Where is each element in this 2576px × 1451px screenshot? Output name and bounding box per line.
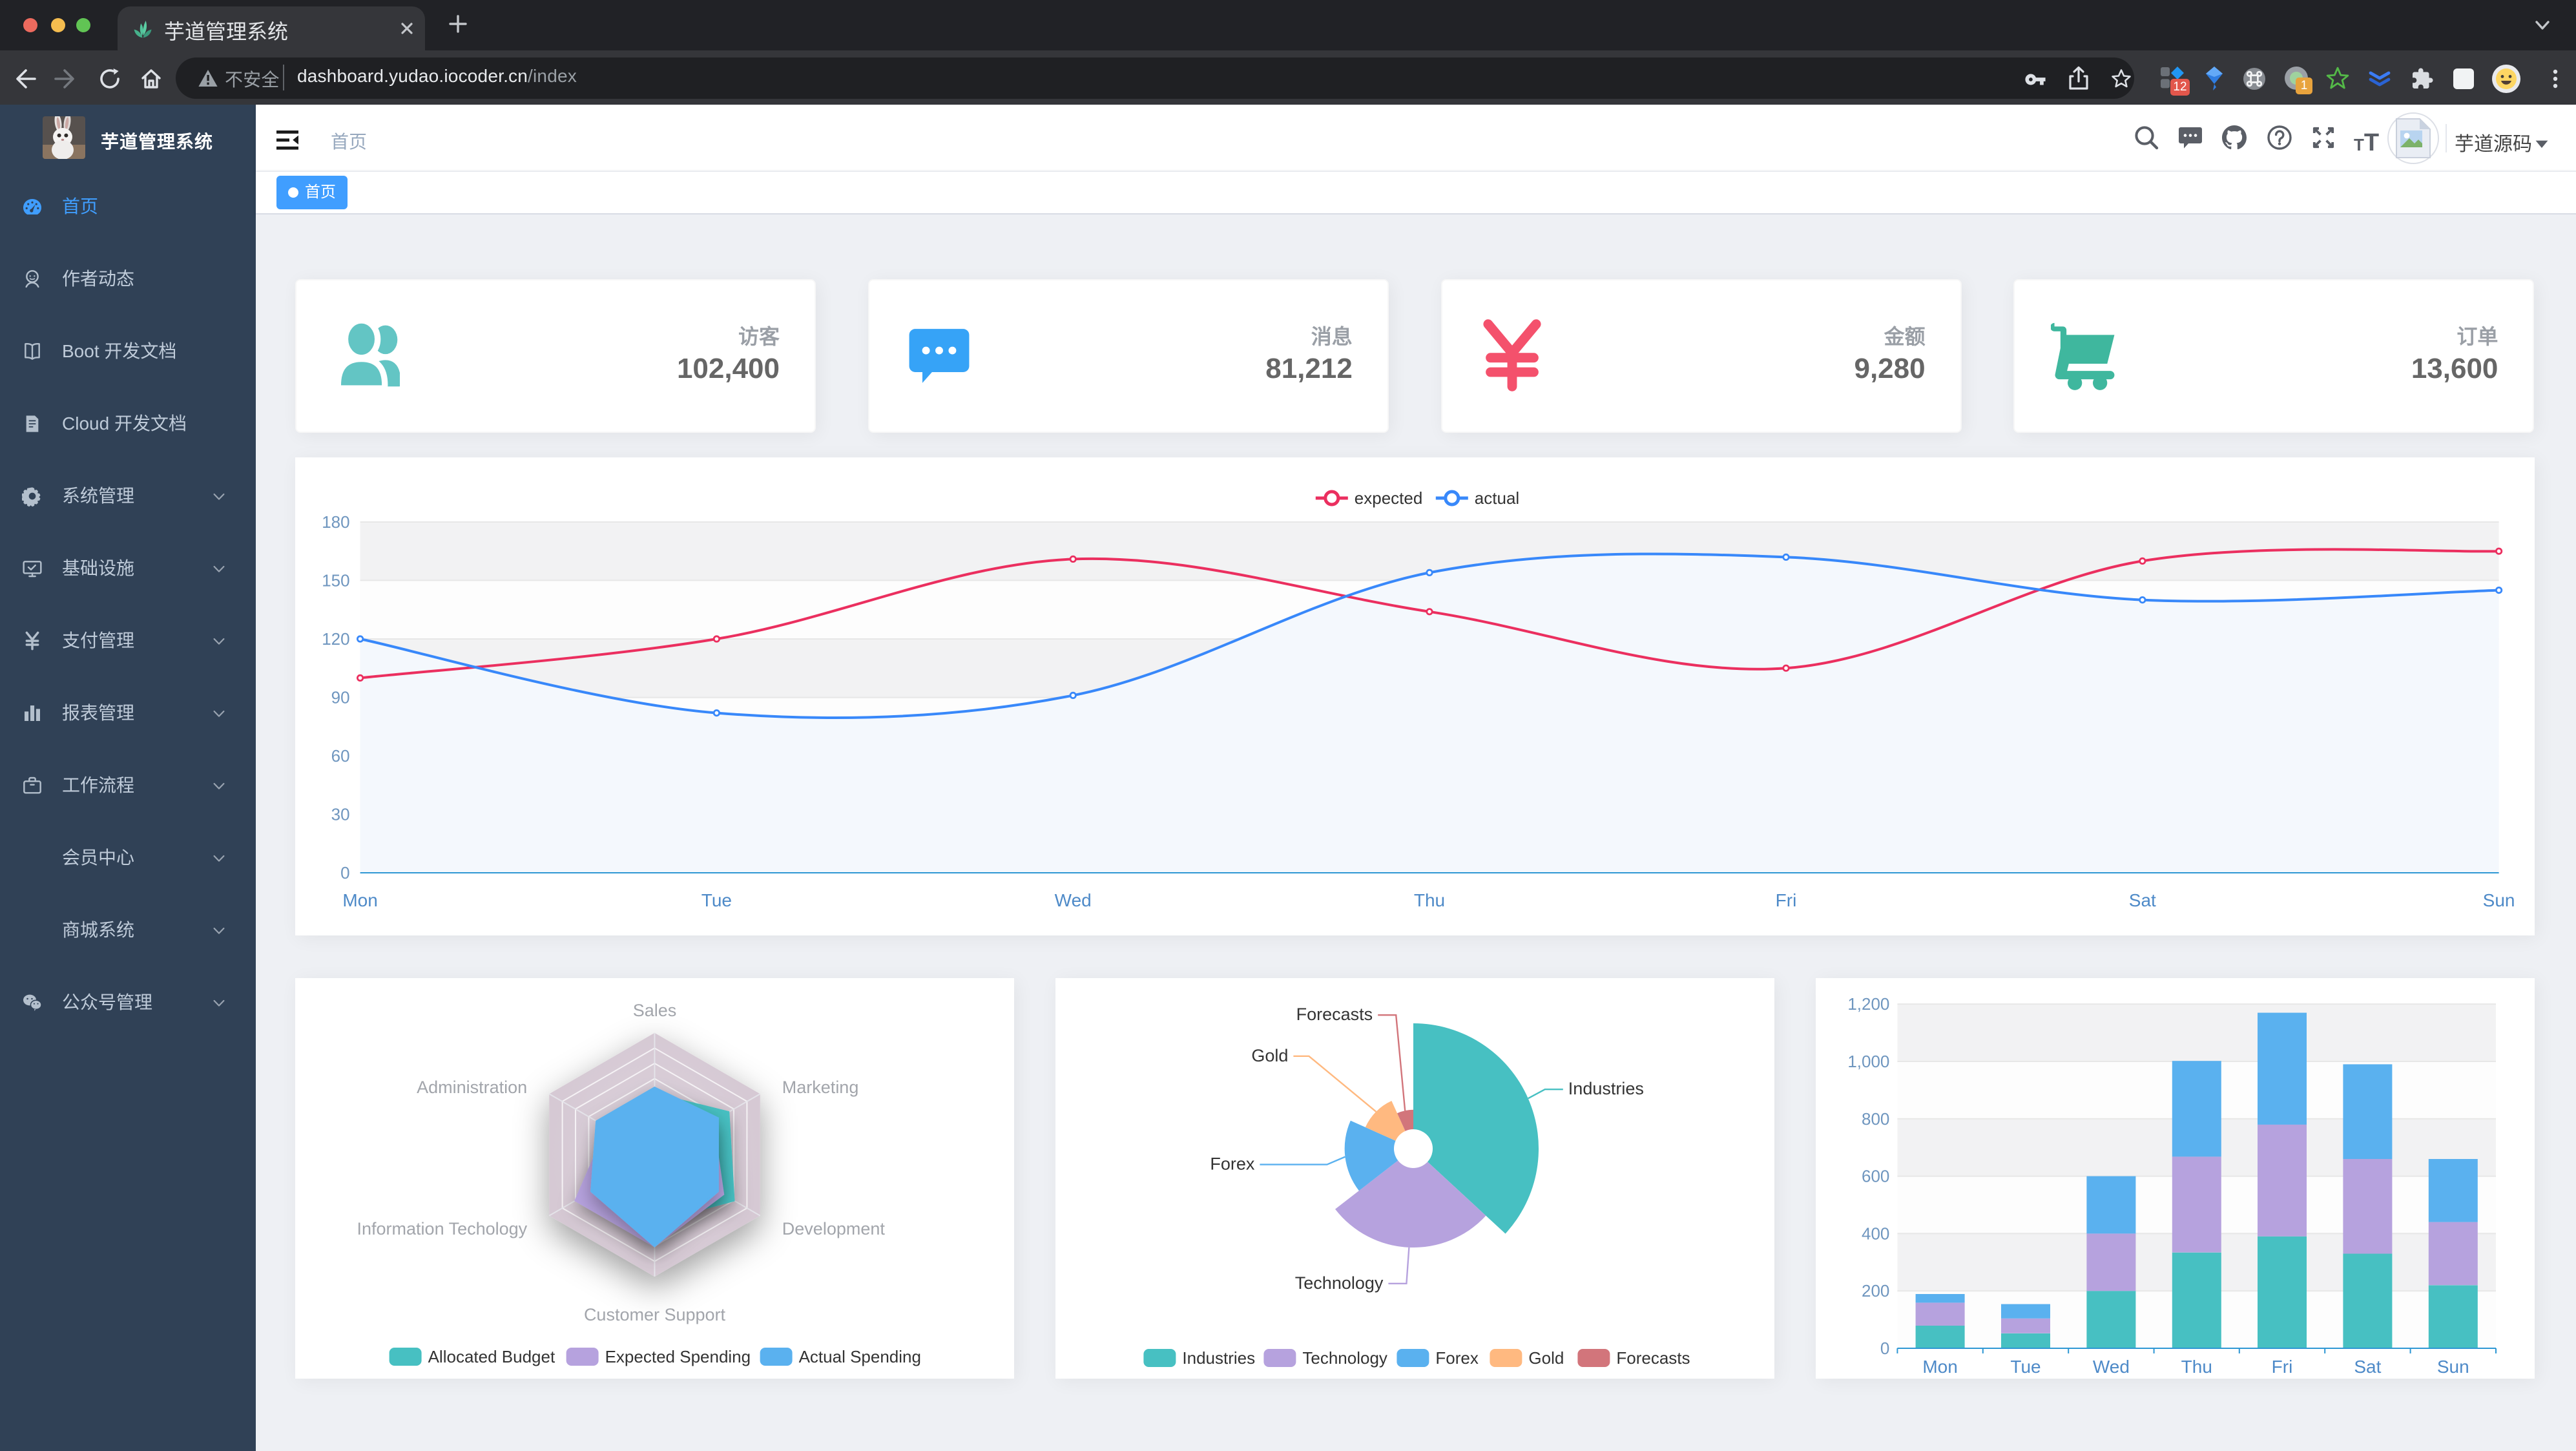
svg-text:Tue: Tue (701, 890, 732, 910)
svg-text:400: 400 (1862, 1224, 1889, 1243)
svg-text:30: 30 (331, 805, 350, 824)
svg-text:Customer Support: Customer Support (584, 1305, 726, 1324)
svg-text:120: 120 (322, 629, 349, 649)
svg-text:Sun: Sun (2437, 1357, 2469, 1377)
svg-text:Gold: Gold (1528, 1348, 1564, 1368)
svg-text:expected: expected (1355, 488, 1423, 508)
svg-text:Mon: Mon (342, 890, 377, 910)
svg-text:Wed: Wed (1055, 890, 1092, 910)
svg-text:Expected Spending: Expected Spending (605, 1347, 751, 1366)
svg-text:0: 0 (340, 863, 349, 882)
svg-text:actual: actual (1475, 488, 1519, 508)
svg-text:Gold: Gold (1251, 1046, 1288, 1065)
svg-text:1,200: 1,200 (1847, 994, 1889, 1014)
svg-text:Industries: Industries (1568, 1079, 1644, 1098)
svg-text:Forex: Forex (1210, 1154, 1255, 1174)
svg-text:Development: Development (782, 1219, 886, 1238)
svg-text:800: 800 (1862, 1109, 1889, 1129)
svg-text:1,000: 1,000 (1847, 1052, 1889, 1071)
svg-text:Tue: Tue (2010, 1357, 2041, 1377)
svg-text:200: 200 (1862, 1281, 1889, 1300)
svg-text:Industries: Industries (1182, 1348, 1255, 1368)
svg-text:60: 60 (331, 746, 350, 766)
svg-text:Forex: Forex (1435, 1348, 1478, 1368)
svg-text:Thu: Thu (2181, 1357, 2212, 1377)
svg-text:90: 90 (331, 687, 350, 707)
svg-text:Sat: Sat (2129, 890, 2156, 910)
svg-text:Administration: Administration (417, 1078, 527, 1097)
svg-text:Allocated Budget: Allocated Budget (428, 1347, 556, 1366)
svg-text:600: 600 (1862, 1167, 1889, 1186)
svg-text:Fri: Fri (1776, 890, 1797, 910)
svg-text:Sales: Sales (633, 1001, 677, 1020)
svg-text:Thu: Thu (1414, 890, 1445, 910)
svg-text:Sun: Sun (2483, 890, 2515, 910)
svg-text:Forecasts: Forecasts (1616, 1348, 1690, 1368)
svg-text:Technology: Technology (1302, 1348, 1387, 1368)
svg-text:150: 150 (322, 571, 349, 590)
svg-text:Technology: Technology (1295, 1273, 1384, 1293)
svg-text:Mon: Mon (1922, 1357, 1957, 1377)
svg-text:Marketing: Marketing (782, 1078, 859, 1097)
svg-text:Actual Spending: Actual Spending (799, 1347, 921, 1366)
svg-text:Fri: Fri (2272, 1357, 2293, 1377)
svg-text:180: 180 (322, 512, 349, 532)
svg-text:Sat: Sat (2354, 1357, 2381, 1377)
svg-text:0: 0 (1880, 1339, 1889, 1358)
svg-text:Forecasts: Forecasts (1296, 1005, 1373, 1024)
svg-text:Information Techology: Information Techology (357, 1219, 528, 1238)
svg-text:Wed: Wed (2093, 1357, 2130, 1377)
